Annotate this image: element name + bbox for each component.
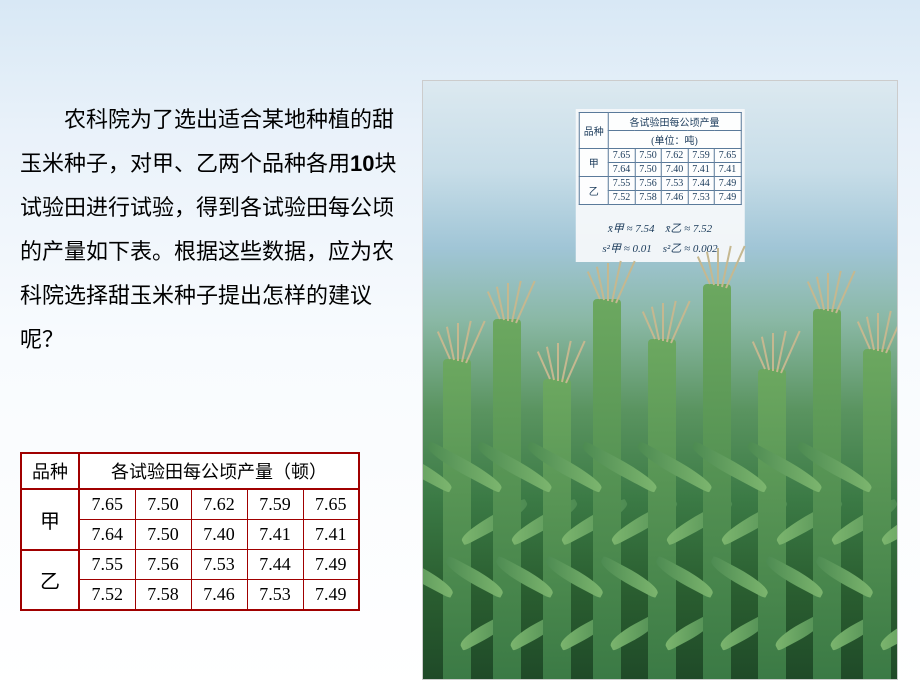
variety-yi: 乙 bbox=[21, 550, 79, 611]
scell-r2c3: 7.44 bbox=[688, 177, 715, 191]
cell-r1c2: 7.40 bbox=[191, 520, 247, 550]
cell-r2c0: 7.55 bbox=[79, 550, 135, 580]
scell-r3c3: 7.53 bbox=[688, 191, 715, 205]
scell-r0c0: 7.65 bbox=[608, 149, 635, 163]
cell-r0c4: 7.65 bbox=[303, 489, 359, 520]
cell-r3c3: 7.53 bbox=[247, 580, 303, 611]
cell-r2c2: 7.53 bbox=[191, 550, 247, 580]
para-part-3: 块试验田进行试验，得到各试验田每公顷的产量如下表。根据这些数据，应为农科院选择甜… bbox=[20, 151, 397, 352]
yield-data-table: 品种 各试验田每公顷产量（顿） 甲 7.65 7.50 7.62 7.59 7.… bbox=[20, 452, 360, 611]
inset-data-table: 品种 各试验田每公顷产量 (单位：吨) 甲 7.65 7.50 7.62 7.5… bbox=[579, 112, 742, 205]
stats-means: x̄甲 ≈ 7.54 x̄乙 ≈ 7.52 bbox=[579, 219, 742, 239]
para-bold-10: 10 bbox=[350, 151, 374, 176]
small-variety-yi: 乙 bbox=[579, 177, 608, 205]
scell-r2c4: 7.49 bbox=[714, 177, 741, 191]
scell-r1c2: 7.40 bbox=[661, 163, 688, 177]
cell-r2c3: 7.44 bbox=[247, 550, 303, 580]
main-header-yield: 各试验田每公顷产量（顿） bbox=[79, 453, 359, 489]
cell-r0c0: 7.65 bbox=[79, 489, 135, 520]
scell-r2c0: 7.55 bbox=[608, 177, 635, 191]
scell-r3c4: 7.49 bbox=[714, 191, 741, 205]
main-header-variety: 品种 bbox=[21, 453, 79, 489]
corn-stalks-illustration bbox=[423, 290, 897, 679]
scell-r1c0: 7.64 bbox=[608, 163, 635, 177]
cell-r1c0: 7.64 bbox=[79, 520, 135, 550]
cell-r0c1: 7.50 bbox=[135, 489, 191, 520]
problem-paragraph: 农科院为了选出适合某地种植的甜玉米种子，对甲、乙两个品种各用10块试验田进行试验… bbox=[20, 98, 410, 362]
corn-field-image: 品种 各试验田每公顷产量 (单位：吨) 甲 7.65 7.50 7.62 7.5… bbox=[422, 80, 898, 680]
cell-r2c1: 7.56 bbox=[135, 550, 191, 580]
cell-r1c4: 7.41 bbox=[303, 520, 359, 550]
scell-r0c4: 7.65 bbox=[714, 149, 741, 163]
variety-jia: 甲 bbox=[21, 489, 79, 550]
cell-r3c2: 7.46 bbox=[191, 580, 247, 611]
small-header-variety: 品种 bbox=[579, 113, 608, 149]
cell-r3c1: 7.58 bbox=[135, 580, 191, 611]
scell-r3c2: 7.46 bbox=[661, 191, 688, 205]
scell-r1c1: 7.50 bbox=[635, 163, 662, 177]
scell-r0c1: 7.50 bbox=[635, 149, 662, 163]
scell-r3c0: 7.52 bbox=[608, 191, 635, 205]
scell-r0c3: 7.59 bbox=[688, 149, 715, 163]
cell-r0c3: 7.59 bbox=[247, 489, 303, 520]
cell-r0c2: 7.62 bbox=[191, 489, 247, 520]
scell-r1c4: 7.41 bbox=[714, 163, 741, 177]
inset-table-panel: 品种 各试验田每公顷产量 (单位：吨) 甲 7.65 7.50 7.62 7.5… bbox=[576, 109, 745, 262]
scell-r2c1: 7.56 bbox=[635, 177, 662, 191]
para-part-1: 农科院为了选出适合某地种植的甜玉米种子，对甲、乙两个品种各用 bbox=[20, 107, 394, 176]
small-header-unit: (单位：吨) bbox=[608, 131, 741, 149]
cell-r2c4: 7.49 bbox=[303, 550, 359, 580]
cell-r3c0: 7.52 bbox=[79, 580, 135, 611]
scell-r1c3: 7.41 bbox=[688, 163, 715, 177]
cell-r1c1: 7.50 bbox=[135, 520, 191, 550]
scell-r2c2: 7.53 bbox=[661, 177, 688, 191]
scell-r0c2: 7.62 bbox=[661, 149, 688, 163]
small-variety-jia: 甲 bbox=[579, 149, 608, 177]
scell-r3c1: 7.58 bbox=[635, 191, 662, 205]
cell-r1c3: 7.41 bbox=[247, 520, 303, 550]
cell-r3c4: 7.49 bbox=[303, 580, 359, 611]
small-header-yield: 各试验田每公顷产量 bbox=[608, 113, 741, 131]
